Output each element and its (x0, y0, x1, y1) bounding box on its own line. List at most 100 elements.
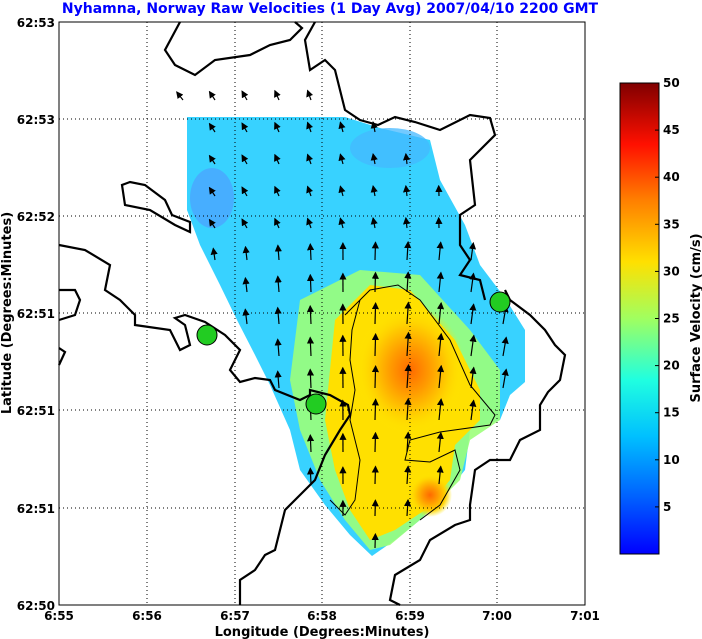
velocity-vector-arrow (242, 308, 250, 325)
colorbar-tick-label: 15 (663, 406, 680, 420)
velocity-vector-arrow (402, 216, 411, 229)
velocity-vector-arrow (436, 431, 444, 453)
velocity-vector-arrow (274, 275, 282, 293)
velocity-vector-arrow (436, 301, 445, 325)
x-tick-label: 6:55 (44, 609, 74, 623)
velocity-vector-arrow (208, 218, 216, 229)
x-tick-label: 7:01 (570, 609, 600, 623)
velocity-vector-arrow (370, 185, 378, 197)
velocity-vector-arrow (370, 153, 378, 165)
velocity-vector-arrow (306, 467, 315, 485)
velocity-vector-arrow (468, 241, 477, 261)
velocity-vector-arrow (274, 89, 281, 101)
velocity-vector-arrow (469, 366, 477, 389)
velocity-vector-arrow (242, 276, 250, 293)
velocity-vector-arrow (306, 434, 315, 453)
colorbar-label: Surface Velocity (cm/s) (689, 233, 702, 402)
velocity-vector-arrow (274, 338, 282, 357)
velocity-vector-arrow (404, 465, 412, 485)
velocity-vector-arrow (306, 304, 315, 325)
y-axis-ticks: 62:53 62:53 62:52 62:51 62:51 62:51 62:5… (17, 16, 55, 613)
velocity-vector-arrow (208, 90, 216, 101)
radar-site-marker (489, 291, 511, 313)
coastline-southwest-edge (58, 347, 67, 366)
velocity-vector-arrow (371, 465, 379, 485)
velocity-vector-arrow (370, 217, 378, 229)
x-tick-label: 6:59 (395, 609, 425, 623)
y-tick-label: 62:51 (17, 307, 55, 321)
velocity-vector-arrow (370, 121, 378, 133)
chart-title: Nyhamna, Norway Raw Velocities (1 Day Av… (62, 1, 599, 17)
velocity-vector-arrow (306, 121, 314, 133)
x-axis-label: Longitude (Degrees:Minutes) (215, 625, 430, 639)
colorbar-ticks: 5 10 15 20 25 30 35 40 45 50 (655, 76, 680, 514)
velocity-vector-arrow (404, 397, 412, 421)
velocity-vector-arrow (241, 122, 249, 133)
velocity-vector-arrow (208, 122, 216, 133)
radar-site-marker (196, 324, 218, 346)
velocity-vector-arrow (404, 240, 412, 261)
colorbar: 5 10 15 20 25 30 35 40 45 50 Surface Velocity (cm… (619, 76, 702, 555)
velocity-vector-arrow (371, 398, 380, 421)
coastline (58, 21, 567, 606)
velocity-vector-arrow (208, 186, 216, 197)
colorbar-tick-label: 5 (663, 500, 671, 514)
velocity-vector-arrow (436, 241, 444, 261)
velocity-vector-arrow (402, 184, 411, 197)
velocity-vector-arrow (402, 152, 411, 165)
velocity-vector-arrow (208, 154, 216, 165)
velocity-vector-arrow (501, 336, 509, 357)
secondary-core (408, 473, 452, 517)
velocity-vector-arrow (241, 90, 249, 101)
speed-contour-line (329, 284, 496, 521)
velocity-vector-arrow (274, 217, 281, 229)
velocity-vector-arrow (436, 271, 444, 293)
velocity-vector-arrow (371, 431, 379, 453)
velocity-vector-arrow (306, 185, 314, 197)
velocity-vector-arrow (371, 271, 379, 293)
colorbar-tick-label: 20 (663, 359, 680, 373)
y-tick-label: 62:52 (17, 210, 55, 224)
velocity-vector-arrow (371, 302, 380, 325)
velocity-vector-arrow (371, 332, 380, 357)
colorbar-tick-label: 50 (663, 76, 680, 90)
low-speed-pocket (190, 168, 234, 228)
colorbar-tick-label: 45 (663, 123, 680, 137)
velocity-vector-arrow (306, 273, 315, 293)
velocity-vector-arrow (338, 153, 346, 165)
velocity-vector-arrow (241, 154, 249, 165)
y-tick-label: 62:50 (17, 599, 55, 613)
coastline-west-island (120, 180, 192, 234)
colorbar-tick-label: 10 (663, 453, 680, 467)
velocity-vector-arrow (404, 271, 412, 293)
colorbar-tick-label: 30 (663, 264, 680, 278)
velocity-vector-arrow (274, 370, 282, 389)
coastline-east (388, 289, 567, 606)
x-tick-label: 7:00 (482, 609, 512, 623)
velocity-vector-arrow (404, 431, 412, 453)
y-tick-label: 62:53 (17, 16, 55, 30)
velocity-vector-arrow (338, 217, 346, 229)
colorbar-tick-label: 35 (663, 217, 680, 231)
velocity-vector-arrow (469, 399, 477, 421)
velocity-vector-arrow (371, 365, 380, 389)
x-tick-label: 6:57 (220, 609, 250, 623)
velocity-vector-arrow (306, 217, 314, 229)
velocity-vector-arrow (437, 332, 445, 357)
velocity-vector-arrow (371, 241, 379, 261)
velocity-vector-arrow (241, 186, 249, 197)
colorbar-tick-label: 40 (663, 170, 680, 184)
velocity-vector-arrow (469, 272, 477, 293)
velocity-vector-arrow (306, 368, 315, 389)
velocity-vector-arrow (274, 306, 282, 325)
velocity-vector-arrow (242, 245, 250, 261)
velocity-vectors (176, 89, 509, 549)
velocity-vector-arrow (437, 364, 445, 389)
y-tick-label: 62:51 (17, 502, 55, 516)
y-tick-label: 62:51 (17, 404, 55, 418)
velocity-vector-arrow (404, 363, 412, 389)
velocity-vector-arrow (404, 301, 412, 325)
velocity-vector-arrow (306, 336, 315, 357)
coastline-north (163, 21, 304, 77)
